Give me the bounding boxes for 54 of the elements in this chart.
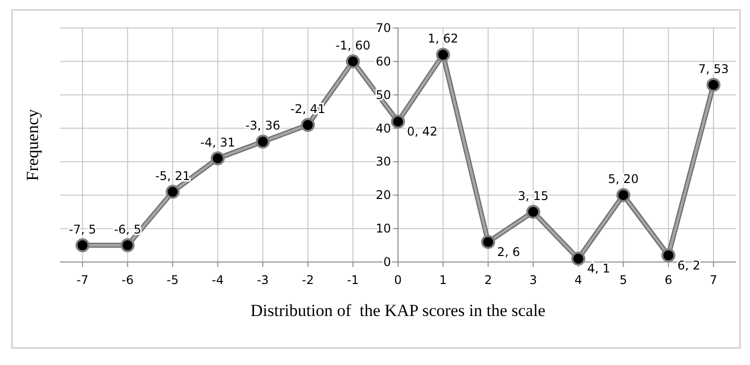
y-tick-label: 40: [376, 121, 391, 136]
x-tick-label: 5: [620, 273, 628, 287]
point: [661, 248, 676, 262]
data-label: -7, 5: [68, 222, 96, 236]
point: [391, 114, 405, 129]
x-axis-title: Distribution of the KAP scores in the scale: [250, 301, 546, 320]
x-tick-label: -7: [76, 273, 89, 287]
y-tick-label: 50: [376, 88, 391, 102]
y-tick-label: 0: [383, 255, 391, 269]
data-label: 3, 15: [518, 188, 548, 203]
point: [526, 204, 540, 219]
data-label: 6, 2: [677, 258, 700, 272]
x-tick-label: 2: [484, 273, 492, 287]
x-tick-label: 4: [574, 273, 582, 287]
x-tick-label: 1: [439, 273, 447, 287]
x-tick-label: -6: [122, 273, 134, 287]
x-tick-label: 6: [664, 273, 672, 287]
data-label: 7, 53: [698, 62, 729, 76]
point: [210, 151, 225, 166]
point: [346, 54, 360, 68]
data-label: 0, 42: [407, 124, 438, 139]
x-tick-label: -5: [166, 273, 179, 287]
point: [300, 118, 315, 132]
y-tick-label: 70: [376, 21, 391, 35]
x-tick-label: -4: [212, 273, 224, 287]
data-label: 2, 6: [497, 244, 520, 259]
x-tick-label: 3: [529, 273, 538, 287]
y-tick-label: 20: [376, 188, 391, 202]
point: [76, 238, 90, 252]
x-tick-label: 7: [710, 273, 718, 287]
point: [256, 134, 270, 149]
data-label: -6, 5: [114, 222, 142, 236]
y-tick-label: 30: [376, 154, 391, 169]
point: [481, 234, 496, 249]
y-tick-label: 10: [376, 222, 391, 236]
data-label: -3, 36: [245, 118, 280, 133]
point: [120, 238, 135, 252]
point: [571, 252, 586, 266]
y-tick-label: 60: [376, 54, 391, 68]
data-label: -5, 21: [155, 168, 190, 183]
data-label: 4, 1: [587, 262, 610, 276]
y-axis-title: Frequency: [23, 108, 42, 181]
point: [436, 48, 450, 62]
x-tick-label: 0: [394, 273, 402, 287]
data-label: -1, 60: [335, 38, 370, 52]
data-label: 5, 20: [608, 172, 639, 186]
point: [616, 188, 630, 202]
point: [166, 184, 180, 199]
x-tick-label: -3: [256, 273, 269, 287]
data-label: 1, 62: [428, 32, 458, 46]
x-tick-label: -1: [346, 273, 359, 287]
data-label: -4, 31: [200, 135, 236, 150]
x-tick-label: -2: [302, 273, 314, 287]
point: [706, 78, 720, 92]
